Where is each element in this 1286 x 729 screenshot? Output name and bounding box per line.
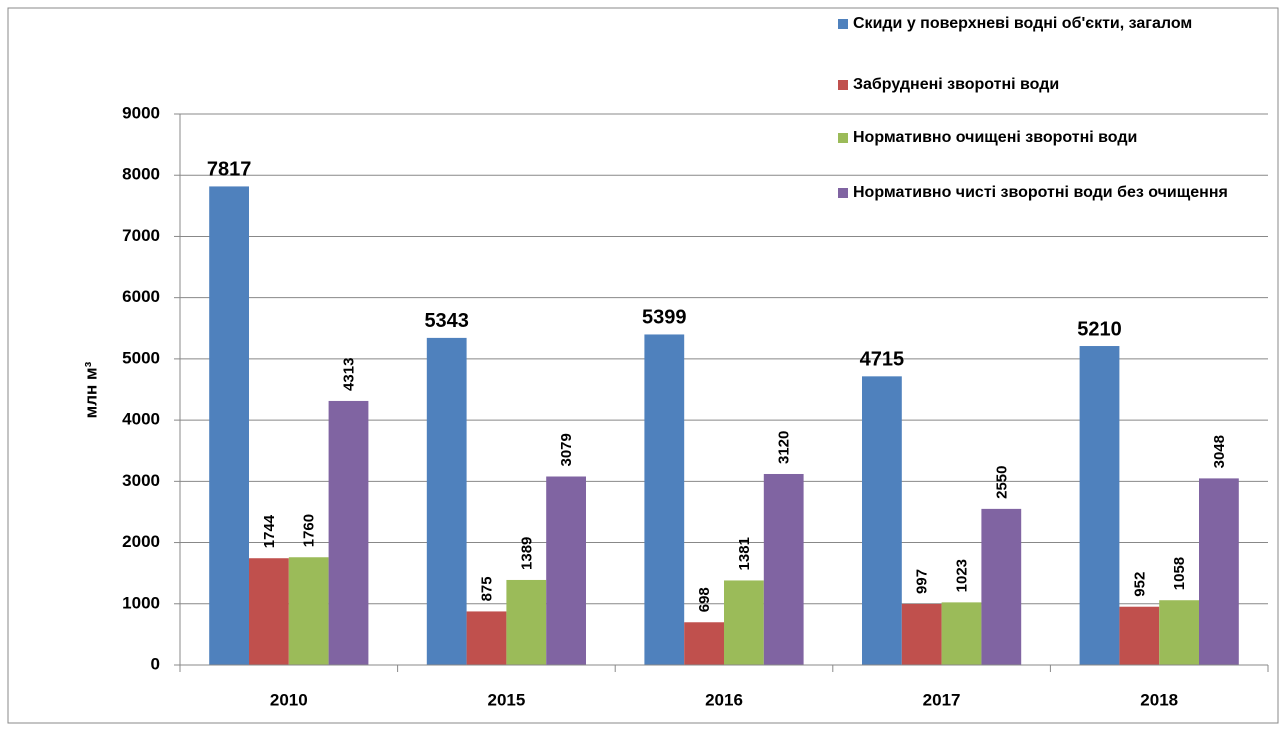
legend-item: Нормативно очищені зворотні води xyxy=(838,126,1253,150)
y-tick-label: 0 xyxy=(151,654,160,673)
bar xyxy=(466,611,507,665)
bar xyxy=(1199,478,1239,665)
data-label: 1023 xyxy=(953,559,970,592)
legend-item: Скиди у поверхневі водні об'єкти, загало… xyxy=(838,12,1253,36)
y-tick-label: 2000 xyxy=(122,532,160,551)
data-label: 4715 xyxy=(860,349,905,371)
y-tick-label: 4000 xyxy=(122,410,160,429)
bar xyxy=(684,622,724,665)
bar xyxy=(288,557,329,665)
y-tick-label: 1000 xyxy=(122,593,160,612)
data-label: 7817 xyxy=(207,159,252,181)
y-tick-label: 3000 xyxy=(122,471,160,490)
data-label: 1744 xyxy=(261,514,278,548)
bar xyxy=(1159,600,1199,665)
data-label: 5399 xyxy=(642,307,687,329)
data-label: 875 xyxy=(478,576,495,601)
y-tick-label: 7000 xyxy=(122,226,160,245)
data-label: 3120 xyxy=(776,431,793,464)
y-tick-label: 5000 xyxy=(122,348,160,367)
data-label: 4313 xyxy=(340,358,357,391)
data-label: 3048 xyxy=(1211,435,1228,468)
data-label: 5210 xyxy=(1077,318,1122,340)
data-label: 2550 xyxy=(993,466,1010,499)
legend-label: Скиди у поверхневі водні об'єкти, загало… xyxy=(853,15,1193,32)
data-label: 1760 xyxy=(301,514,318,547)
legend-label: Нормативно очищені зворотні води xyxy=(853,129,1138,146)
bar xyxy=(1119,606,1160,665)
data-label: 1058 xyxy=(1171,557,1188,590)
legend-swatch xyxy=(838,188,848,198)
chart-frame xyxy=(7,7,1279,724)
bar xyxy=(644,334,685,665)
data-label: 952 xyxy=(1131,572,1148,597)
data-label: 1381 xyxy=(736,537,753,570)
legend-label: Нормативно чисті зворотні води без очище… xyxy=(853,184,1228,201)
bar xyxy=(328,400,369,665)
bar xyxy=(1079,346,1120,665)
bar xyxy=(209,186,249,665)
data-label: 997 xyxy=(914,569,931,594)
bar xyxy=(981,508,1022,665)
legend-swatch xyxy=(838,80,848,90)
legend-item: Нормативно чисті зворотні води без очище… xyxy=(838,181,1253,205)
y-tick-label: 8000 xyxy=(122,165,160,184)
x-tick-label: 2010 xyxy=(270,690,308,709)
bar xyxy=(249,558,289,665)
bar xyxy=(546,476,586,665)
bar xyxy=(763,473,804,665)
legend-swatch xyxy=(838,19,848,29)
data-label: 3079 xyxy=(558,433,575,466)
bar xyxy=(426,337,467,665)
legend-label: Забруднені зворотні води xyxy=(853,76,1060,93)
y-tick-label: 6000 xyxy=(122,287,160,306)
bar xyxy=(862,376,902,665)
data-label: 5343 xyxy=(424,310,469,332)
data-label: 1389 xyxy=(518,537,535,570)
y-tick-label: 9000 xyxy=(122,103,160,122)
y-axis-label: млн м³ xyxy=(81,361,100,418)
legend-item: Забруднені зворотні води xyxy=(838,73,1253,97)
bar xyxy=(901,603,942,665)
legend-swatch xyxy=(838,133,848,143)
bar xyxy=(506,579,547,665)
bar xyxy=(941,602,982,665)
data-label: 698 xyxy=(696,587,713,612)
x-tick-label: 2018 xyxy=(1140,690,1178,709)
bar xyxy=(724,580,764,665)
x-tick-label: 2017 xyxy=(923,690,961,709)
x-tick-label: 2015 xyxy=(487,690,525,709)
x-tick-label: 2016 xyxy=(705,690,743,709)
